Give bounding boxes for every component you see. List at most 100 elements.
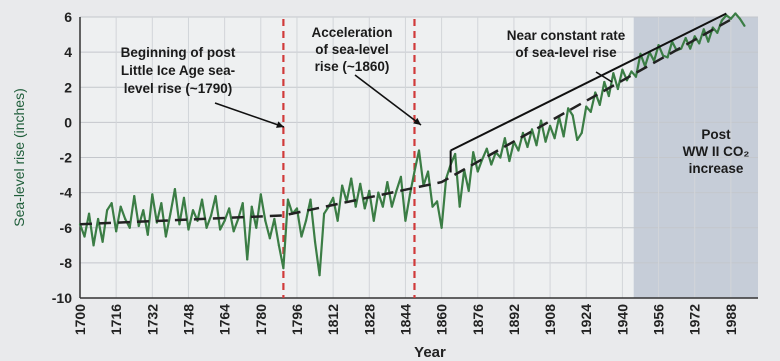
data-point [173, 188, 177, 191]
x-tick-label: 1828 [361, 304, 377, 335]
data-point [598, 103, 601, 106]
data-point [454, 152, 457, 156]
data-point [313, 240, 317, 243]
data-point [517, 149, 520, 152]
data-point [743, 24, 746, 27]
data-point [318, 274, 321, 277]
data-point [354, 205, 357, 208]
data-point [729, 17, 732, 20]
data-point [133, 195, 136, 198]
data-point [440, 226, 443, 229]
x-tick-label: 1700 [72, 304, 88, 335]
data-point [499, 156, 502, 159]
data-point [101, 240, 104, 243]
x-tick-label: 1716 [108, 304, 124, 335]
data-point [336, 219, 339, 222]
data-point [106, 209, 109, 212]
data-point [630, 70, 633, 73]
x-tick-label: 1780 [253, 304, 269, 335]
data-point [209, 214, 213, 217]
data-point [594, 91, 597, 94]
x-tick-label: 1796 [289, 304, 305, 335]
annotation-acceleration: rise (~1860) [315, 59, 390, 74]
data-point [164, 235, 167, 238]
annotation-arrow [214, 102, 285, 128]
data-point [408, 193, 412, 196]
annotation-constant-rate: of sea-level rise [515, 45, 617, 60]
x-tick-label: 1764 [217, 304, 233, 335]
data-point [300, 235, 303, 238]
annotation-arrow [354, 74, 422, 126]
data-point [160, 202, 163, 205]
data-point [485, 147, 488, 150]
data-point [350, 177, 353, 180]
data-point [399, 175, 403, 178]
data-point [96, 217, 100, 221]
data-point [576, 138, 579, 142]
data-point [607, 94, 610, 98]
data-point [309, 198, 312, 201]
data-point [580, 131, 583, 135]
data-point [684, 36, 687, 40]
data-point [182, 196, 186, 199]
data-point [286, 198, 290, 201]
data-point [142, 209, 145, 212]
data-point [689, 47, 692, 50]
data-point [431, 205, 434, 208]
y-tick-label: -8 [60, 255, 73, 271]
data-point [404, 219, 407, 222]
data-point [146, 233, 149, 236]
y-tick-label: -4 [60, 185, 73, 201]
data-point [720, 19, 723, 22]
data-point [124, 217, 127, 221]
data-point [214, 195, 217, 198]
data-point [661, 54, 665, 57]
data-point [359, 182, 362, 185]
data-point [191, 209, 195, 212]
data-point [246, 258, 249, 261]
data-point [508, 159, 511, 163]
data-point [255, 226, 258, 229]
data-point [539, 119, 543, 122]
data-point [612, 72, 615, 75]
data-point [702, 28, 705, 31]
annotation-beginning: Little Ice Age sea- [121, 63, 235, 78]
annotation-beginning: Beginning of post [121, 45, 236, 60]
data-point [526, 145, 529, 149]
data-point [530, 128, 534, 131]
annotation-beginning: level rise (~1790) [124, 81, 232, 96]
data-point [377, 191, 380, 194]
data-point [657, 44, 660, 47]
data-point [544, 140, 547, 143]
x-tick-label: 1908 [542, 304, 558, 335]
data-point [128, 226, 131, 229]
data-point [322, 212, 326, 215]
x-tick-label: 1924 [578, 304, 594, 335]
data-point [115, 230, 118, 233]
data-point [589, 110, 592, 113]
data-point [413, 170, 416, 173]
data-point [707, 40, 710, 43]
annotation-post-ww2: increase [689, 161, 744, 176]
data-point [264, 219, 267, 222]
data-point [693, 35, 696, 38]
data-point [711, 26, 714, 29]
data-point [250, 205, 253, 208]
data-point [268, 237, 271, 240]
annotation-arrow-head [413, 117, 421, 125]
data-point [716, 31, 719, 34]
data-point [476, 170, 479, 173]
data-point [295, 207, 299, 210]
data-point [363, 207, 366, 210]
x-tick-label: 1732 [144, 304, 160, 335]
x-axis-title: Year [414, 344, 446, 361]
annotation-post-ww2: Post [701, 127, 731, 142]
annotation-acceleration: Acceleration [311, 25, 392, 40]
y-tick-label: -10 [52, 290, 72, 306]
data-point [426, 170, 430, 173]
data-point [567, 107, 570, 110]
x-tick-label: 1748 [180, 304, 196, 335]
data-point [548, 124, 552, 127]
data-point [395, 189, 398, 192]
